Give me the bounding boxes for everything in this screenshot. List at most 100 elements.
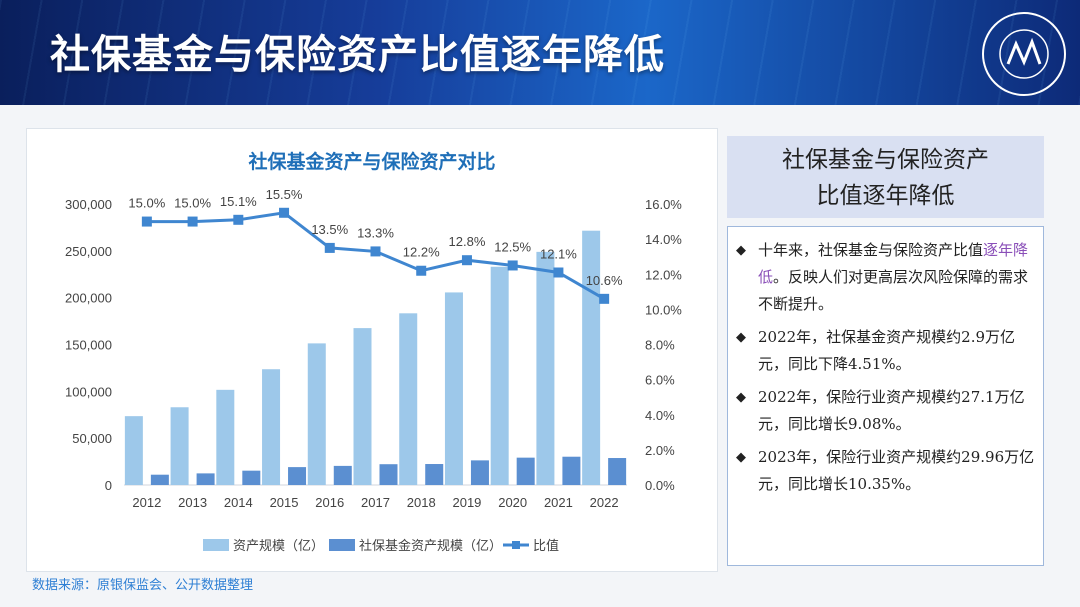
ratio-data-label: 12.1% <box>540 246 577 261</box>
ratio-data-label: 10.6% <box>586 273 623 288</box>
ratio-data-label: 12.8% <box>449 234 486 249</box>
summary-box: ◆ 十年来，社保基金与保险资产比值逐年降低。反映人们对更高层次风险保障的需求不断… <box>727 226 1044 566</box>
bullet-item: ◆ 2022年，保险行业资产规模约27.1万亿元，同比增长9.08%。 <box>736 384 1035 438</box>
y-right-tick-label: 4.0% <box>645 408 675 423</box>
x-tick-label: 2017 <box>361 495 390 510</box>
diamond-icon: ◆ <box>736 450 746 465</box>
chart-panel: 社保基金资产与保险资产对比 0 50,000 100,000 150,000 200,0… <box>26 128 718 572</box>
y-right-tick-label: 6.0% <box>645 373 675 388</box>
ratio-point <box>507 260 518 271</box>
bar-social-fund-assets <box>470 460 489 485</box>
bar-insurance-assets <box>399 313 418 485</box>
legend-swatch-social-fund <box>329 539 355 551</box>
x-tick-label: 2018 <box>407 495 436 510</box>
bar-social-fund-assets <box>608 458 627 485</box>
bar-social-fund-assets <box>516 457 535 485</box>
y-right-tick-label: 2.0% <box>645 443 675 458</box>
x-tick-label: 2020 <box>498 495 527 510</box>
diamond-icon: ◆ <box>736 330 746 345</box>
bar-insurance-assets <box>490 266 509 485</box>
legend-swatch-insurance <box>203 539 229 551</box>
bullet-text: 2023年，保险行业资产规模约29.96万亿元，同比增长10.35%。 <box>758 448 1035 493</box>
y-left-tick-label: 0 <box>105 478 112 493</box>
bullet-item: ◆ 十年来，社保基金与保险资产比值逐年降低。反映人们对更高层次风险保障的需求不断… <box>736 237 1035 318</box>
x-tick-label: 2022 <box>590 495 619 510</box>
ratio-data-label: 12.2% <box>403 245 440 260</box>
ratio-data-label: 15.1% <box>220 194 257 209</box>
ratio-point <box>187 216 198 227</box>
bullet-item: ◆ 2023年，保险行业资产规模约29.96万亿元，同比增长10.35%。 <box>736 444 1035 498</box>
x-tick-label: 2013 <box>178 495 207 510</box>
bar-insurance-assets <box>536 251 555 485</box>
ratio-data-label: 15.0% <box>174 196 211 211</box>
ratio-point <box>370 246 381 257</box>
summary-heading-line2: 比值逐年降低 <box>816 183 955 209</box>
bullet-item: ◆ 2022年，社保基金资产规模约2.9万亿元，同比下降4.51%。 <box>736 324 1035 378</box>
bar-social-fund-assets <box>196 473 215 485</box>
bar-insurance-assets <box>582 230 601 485</box>
ratio-point <box>416 265 427 276</box>
x-tick-label: 2015 <box>270 495 299 510</box>
bar-insurance-assets <box>353 328 372 485</box>
ratio-point <box>279 207 290 218</box>
y-right-tick-label: 0.0% <box>645 478 675 493</box>
bar-insurance-assets <box>262 369 281 485</box>
x-tick-label: 2019 <box>452 495 481 510</box>
legend-swatch-ratio-marker <box>512 541 520 549</box>
y-left-tick-label: 200,000 <box>65 291 112 306</box>
y-left-tick-label: 250,000 <box>65 244 112 259</box>
diamond-icon: ◆ <box>736 390 746 405</box>
x-tick-label: 2016 <box>315 495 344 510</box>
y-right-tick-label: 16.0% <box>645 197 682 212</box>
bullet-text: 十年来，社保基金与保险资产比值逐年降低。反映人们对更高层次风险保障的需求不断提升… <box>758 241 1029 313</box>
ratio-point <box>599 293 610 304</box>
bar-social-fund-assets <box>333 465 352 485</box>
header-banner <box>0 0 1080 105</box>
ratio-data-label: 15.0% <box>128 196 165 211</box>
combo-chart: 0 50,000 100,000 150,000 200,000 250,000 300,0… <box>65 187 682 553</box>
bullet-text: 2022年，保险行业资产规模约27.1万亿元，同比增长9.08%。 <box>758 388 1025 433</box>
ratio-data-label: 13.5% <box>311 222 348 237</box>
x-tick-label: 2012 <box>132 495 161 510</box>
ratio-point <box>141 216 152 227</box>
y-left-tick-label: 300,000 <box>65 197 112 212</box>
legend-label-ratio: 比值 <box>533 538 559 553</box>
ratio-data-label: 12.5% <box>494 239 531 254</box>
y-right-tick-label: 12.0% <box>645 267 682 282</box>
bar-social-fund-assets <box>562 456 581 485</box>
diamond-icon: ◆ <box>736 243 746 258</box>
summary-heading-line1: 社保基金与保险资产 <box>782 147 989 173</box>
bar-insurance-assets <box>307 343 326 485</box>
ratio-point <box>461 255 472 266</box>
ratio-data-label: 13.3% <box>357 225 394 240</box>
y-right-tick-label: 14.0% <box>645 232 682 247</box>
data-source: 数据来源：原银保监会、公开数据整理 <box>32 578 254 593</box>
y-right-tick-label: 8.0% <box>645 338 675 353</box>
bar-insurance-assets <box>124 416 143 485</box>
ratio-point <box>324 242 335 253</box>
y-left-tick-label: 50,000 <box>72 431 112 446</box>
bullet-text: 2022年，社保基金资产规模约2.9万亿元，同比下降4.51%。 <box>758 328 1016 373</box>
x-tick-label: 2021 <box>544 495 573 510</box>
chart-title: 社保基金资产与保险资产对比 <box>248 151 496 173</box>
summary-heading: 社保基金与保险资产 比值逐年降低 <box>727 136 1044 218</box>
ratio-data-label: 15.5% <box>266 187 303 202</box>
logo-mark-icon <box>999 29 1049 79</box>
bar-social-fund-assets <box>379 464 398 485</box>
bar-insurance-assets <box>216 389 235 485</box>
y-left-tick-label: 100,000 <box>65 384 112 399</box>
ratio-point <box>553 267 564 278</box>
bar-social-fund-assets <box>288 467 307 485</box>
ratio-point <box>233 214 244 225</box>
bar-social-fund-assets <box>425 464 444 485</box>
brand-logo <box>982 12 1066 96</box>
y-right-tick-label: 10.0% <box>645 302 682 317</box>
legend-label-social-fund: 社保基金资产规模（亿） <box>359 538 502 553</box>
bar-insurance-assets <box>170 407 189 485</box>
y-left-tick-label: 150,000 <box>65 338 112 353</box>
page-title: 社保基金与保险资产比值逐年降低 <box>50 32 665 78</box>
bar-insurance-assets <box>444 292 463 485</box>
bar-social-fund-assets <box>150 474 169 485</box>
bar-social-fund-assets <box>242 470 261 485</box>
legend-label-insurance: 资产规模（亿） <box>233 538 324 553</box>
